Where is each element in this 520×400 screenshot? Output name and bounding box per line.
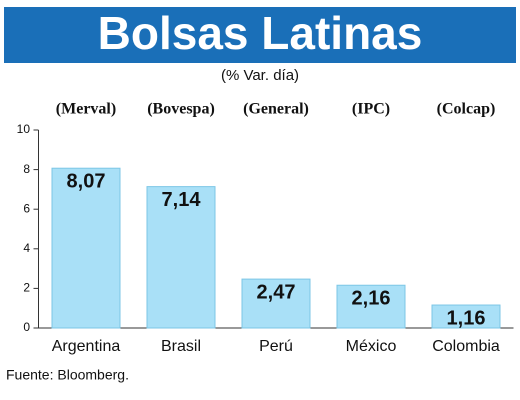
value-label: 7,14 xyxy=(162,189,202,211)
y-tick-label: 0 xyxy=(23,320,30,334)
x-tick-label: México xyxy=(346,338,397,355)
value-label: 2,47 xyxy=(257,281,296,303)
bar xyxy=(51,167,121,329)
y-tick-label: 2 xyxy=(23,281,30,295)
bar xyxy=(431,304,501,329)
x-tick-label: Perú xyxy=(259,338,293,355)
chart-title: Bolsas Latinas xyxy=(98,7,423,59)
index-label: (IPC) xyxy=(352,101,390,118)
index-label: (Colcap) xyxy=(437,101,496,118)
bar xyxy=(146,186,216,329)
chart-subtitle: (% Var. día) xyxy=(221,67,299,84)
title-banner xyxy=(4,7,516,63)
value-label: 1,16 xyxy=(447,307,486,329)
x-tick-label: Brasil xyxy=(161,338,201,355)
y-tick-label: 4 xyxy=(23,241,30,255)
source-note: Fuente: Bloomberg. xyxy=(6,367,129,383)
x-tick-label: Argentina xyxy=(52,338,121,355)
value-label: 2,16 xyxy=(352,288,391,310)
bar xyxy=(241,278,311,329)
bar xyxy=(336,284,406,329)
index-label: (Bovespa) xyxy=(147,101,215,118)
y-tick-label: 8 xyxy=(23,162,30,176)
y-tick-label: 10 xyxy=(17,122,31,136)
index-label: (General) xyxy=(243,101,309,118)
index-label: (Merval) xyxy=(56,101,116,118)
value-label: 8,07 xyxy=(67,170,106,192)
x-tick-label: Colombia xyxy=(432,338,500,355)
y-tick-label: 6 xyxy=(23,201,30,215)
